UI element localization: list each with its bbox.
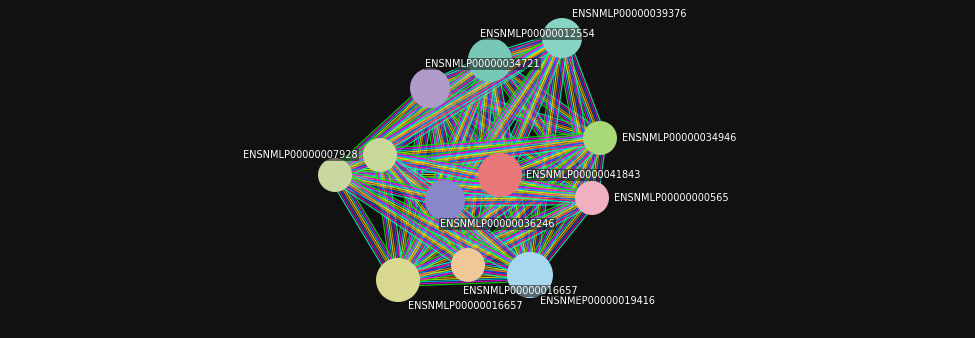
- Text: ENSNMLP00000016657: ENSNMLP00000016657: [408, 301, 523, 311]
- Text: ENSNMLP00000034721: ENSNMLP00000034721: [425, 59, 539, 69]
- Circle shape: [583, 121, 617, 155]
- Circle shape: [363, 138, 397, 172]
- Circle shape: [318, 158, 352, 192]
- Circle shape: [425, 180, 465, 220]
- Text: ENSNMLP00000016657: ENSNMLP00000016657: [463, 286, 577, 296]
- Circle shape: [410, 68, 450, 108]
- Circle shape: [507, 252, 553, 298]
- Text: ENSNMLP00000012554: ENSNMLP00000012554: [480, 29, 595, 39]
- Circle shape: [468, 38, 512, 82]
- Text: ENSNMLP00000039376: ENSNMLP00000039376: [572, 9, 686, 19]
- Text: ENSNMLP00000000565: ENSNMLP00000000565: [614, 193, 728, 203]
- Circle shape: [575, 181, 609, 215]
- Circle shape: [376, 258, 420, 302]
- Text: ENSNMLP00000041843: ENSNMLP00000041843: [526, 170, 641, 180]
- Circle shape: [451, 248, 485, 282]
- Text: ENSNMEP00000019416: ENSNMEP00000019416: [540, 296, 655, 306]
- Circle shape: [478, 153, 522, 197]
- Text: ENSNMLP00000036246: ENSNMLP00000036246: [440, 219, 555, 229]
- Circle shape: [542, 18, 582, 58]
- Text: ENSNMLP00000034946: ENSNMLP00000034946: [622, 133, 736, 143]
- Text: ENSNMLP00000007928: ENSNMLP00000007928: [244, 150, 358, 160]
